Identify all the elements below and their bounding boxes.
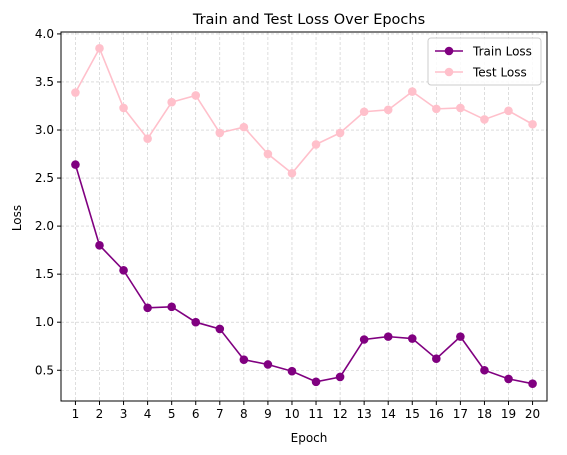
x-tick-label: 8 bbox=[240, 407, 248, 421]
test-loss-point bbox=[71, 88, 80, 97]
x-axis: 1 2 3 4 5 6 7 8 9 10 11 12 13 14 15 16 17 18 19 20 bbox=[72, 401, 540, 421]
y-tick-label: 4.0 bbox=[35, 27, 54, 41]
x-tick-label: 18 bbox=[477, 407, 492, 421]
x-tick-label: 13 bbox=[357, 407, 372, 421]
x-tick-label: 6 bbox=[192, 407, 200, 421]
x-tick-label: 2 bbox=[96, 407, 104, 421]
test-loss-point bbox=[359, 107, 369, 117]
test-loss-point bbox=[407, 87, 417, 96]
test-loss-point bbox=[383, 105, 393, 115]
x-tick-label: 14 bbox=[381, 407, 396, 421]
test-loss-point bbox=[95, 44, 104, 53]
y-tick-label: 3.5 bbox=[35, 75, 54, 89]
grid bbox=[61, 32, 547, 401]
train-loss-series bbox=[71, 160, 537, 389]
test-loss-legend-label: Test Loss bbox=[472, 66, 527, 80]
x-tick-label: 3 bbox=[120, 407, 128, 421]
y-axis-label: Loss bbox=[10, 205, 24, 231]
plot-series bbox=[71, 44, 537, 389]
x-tick-label: 5 bbox=[168, 407, 176, 421]
test-loss-point bbox=[335, 128, 345, 138]
test-loss-point bbox=[287, 168, 297, 178]
test-loss-point bbox=[191, 91, 201, 100]
test-loss-point bbox=[432, 104, 441, 114]
test-loss-legend-marker bbox=[444, 67, 454, 77]
train-loss-point bbox=[143, 303, 152, 313]
train-loss-point bbox=[239, 355, 249, 364]
x-tick-label: 12 bbox=[332, 407, 347, 421]
train-loss-point bbox=[215, 324, 225, 334]
test-loss-point bbox=[119, 103, 128, 113]
train-loss-point bbox=[119, 266, 128, 275]
train-loss-point bbox=[71, 160, 80, 169]
x-tick-label: 9 bbox=[264, 407, 272, 421]
x-tick-label: 7 bbox=[216, 407, 224, 421]
train-loss-point bbox=[432, 354, 441, 364]
test-loss-point bbox=[263, 149, 273, 159]
train-loss-point bbox=[383, 332, 393, 341]
train-loss-point bbox=[287, 366, 297, 376]
legend-box bbox=[427, 37, 542, 86]
train-loss-point bbox=[528, 379, 537, 389]
x-tick-label: 10 bbox=[284, 407, 299, 421]
train-loss-point bbox=[504, 374, 513, 384]
test-loss-point bbox=[456, 103, 465, 113]
y-axis: 0.5 1.0 1.5 2.0 2.5 3.0 3.5 4.0 bbox=[35, 27, 61, 377]
x-tick-label: 16 bbox=[429, 407, 444, 421]
x-axis-label: Epoch bbox=[291, 431, 328, 445]
plot-frame bbox=[60, 31, 548, 402]
y-tick-label: 1.0 bbox=[35, 315, 54, 329]
test-loss-point bbox=[311, 140, 321, 149]
x-tick-label: 20 bbox=[525, 407, 540, 421]
train-loss-point bbox=[167, 302, 176, 312]
train-loss-point bbox=[456, 332, 465, 341]
train-loss-point bbox=[191, 317, 201, 327]
x-tick-label: 17 bbox=[453, 407, 468, 421]
test-loss-point bbox=[528, 119, 537, 129]
train-loss-point bbox=[95, 241, 104, 250]
test-loss-point bbox=[143, 134, 152, 143]
test-loss-point bbox=[504, 106, 513, 116]
test-loss-point bbox=[167, 97, 176, 107]
train-loss-point bbox=[263, 360, 273, 369]
chart-title: Train and Test Loss Over Epochs bbox=[192, 12, 425, 28]
y-tick-label: 1.5 bbox=[35, 267, 54, 281]
test-loss-point bbox=[480, 115, 489, 124]
y-tick-label: 3.0 bbox=[35, 123, 54, 137]
train-loss-legend-label: Train Loss bbox=[472, 45, 532, 59]
x-tick-label: 19 bbox=[501, 407, 516, 421]
y-tick-label: 2.0 bbox=[35, 219, 54, 233]
legend: Train Loss Test Loss bbox=[427, 37, 542, 86]
train-loss-point bbox=[407, 334, 417, 343]
x-tick-label: 4 bbox=[144, 407, 152, 421]
train-loss-point bbox=[335, 372, 345, 382]
test-loss-point bbox=[215, 128, 225, 138]
test-loss-point bbox=[239, 122, 249, 132]
x-tick-label: 1 bbox=[72, 407, 80, 421]
train-loss-point bbox=[359, 335, 369, 344]
y-tick-label: 0.5 bbox=[35, 363, 54, 377]
train-loss-legend-marker bbox=[444, 46, 454, 56]
test-loss-series bbox=[71, 44, 537, 178]
y-tick-label: 2.5 bbox=[35, 171, 54, 185]
x-tick-label: 11 bbox=[308, 407, 323, 421]
train-loss-point bbox=[311, 377, 321, 387]
x-tick-label: 15 bbox=[405, 407, 420, 421]
train-loss-point bbox=[480, 365, 489, 375]
